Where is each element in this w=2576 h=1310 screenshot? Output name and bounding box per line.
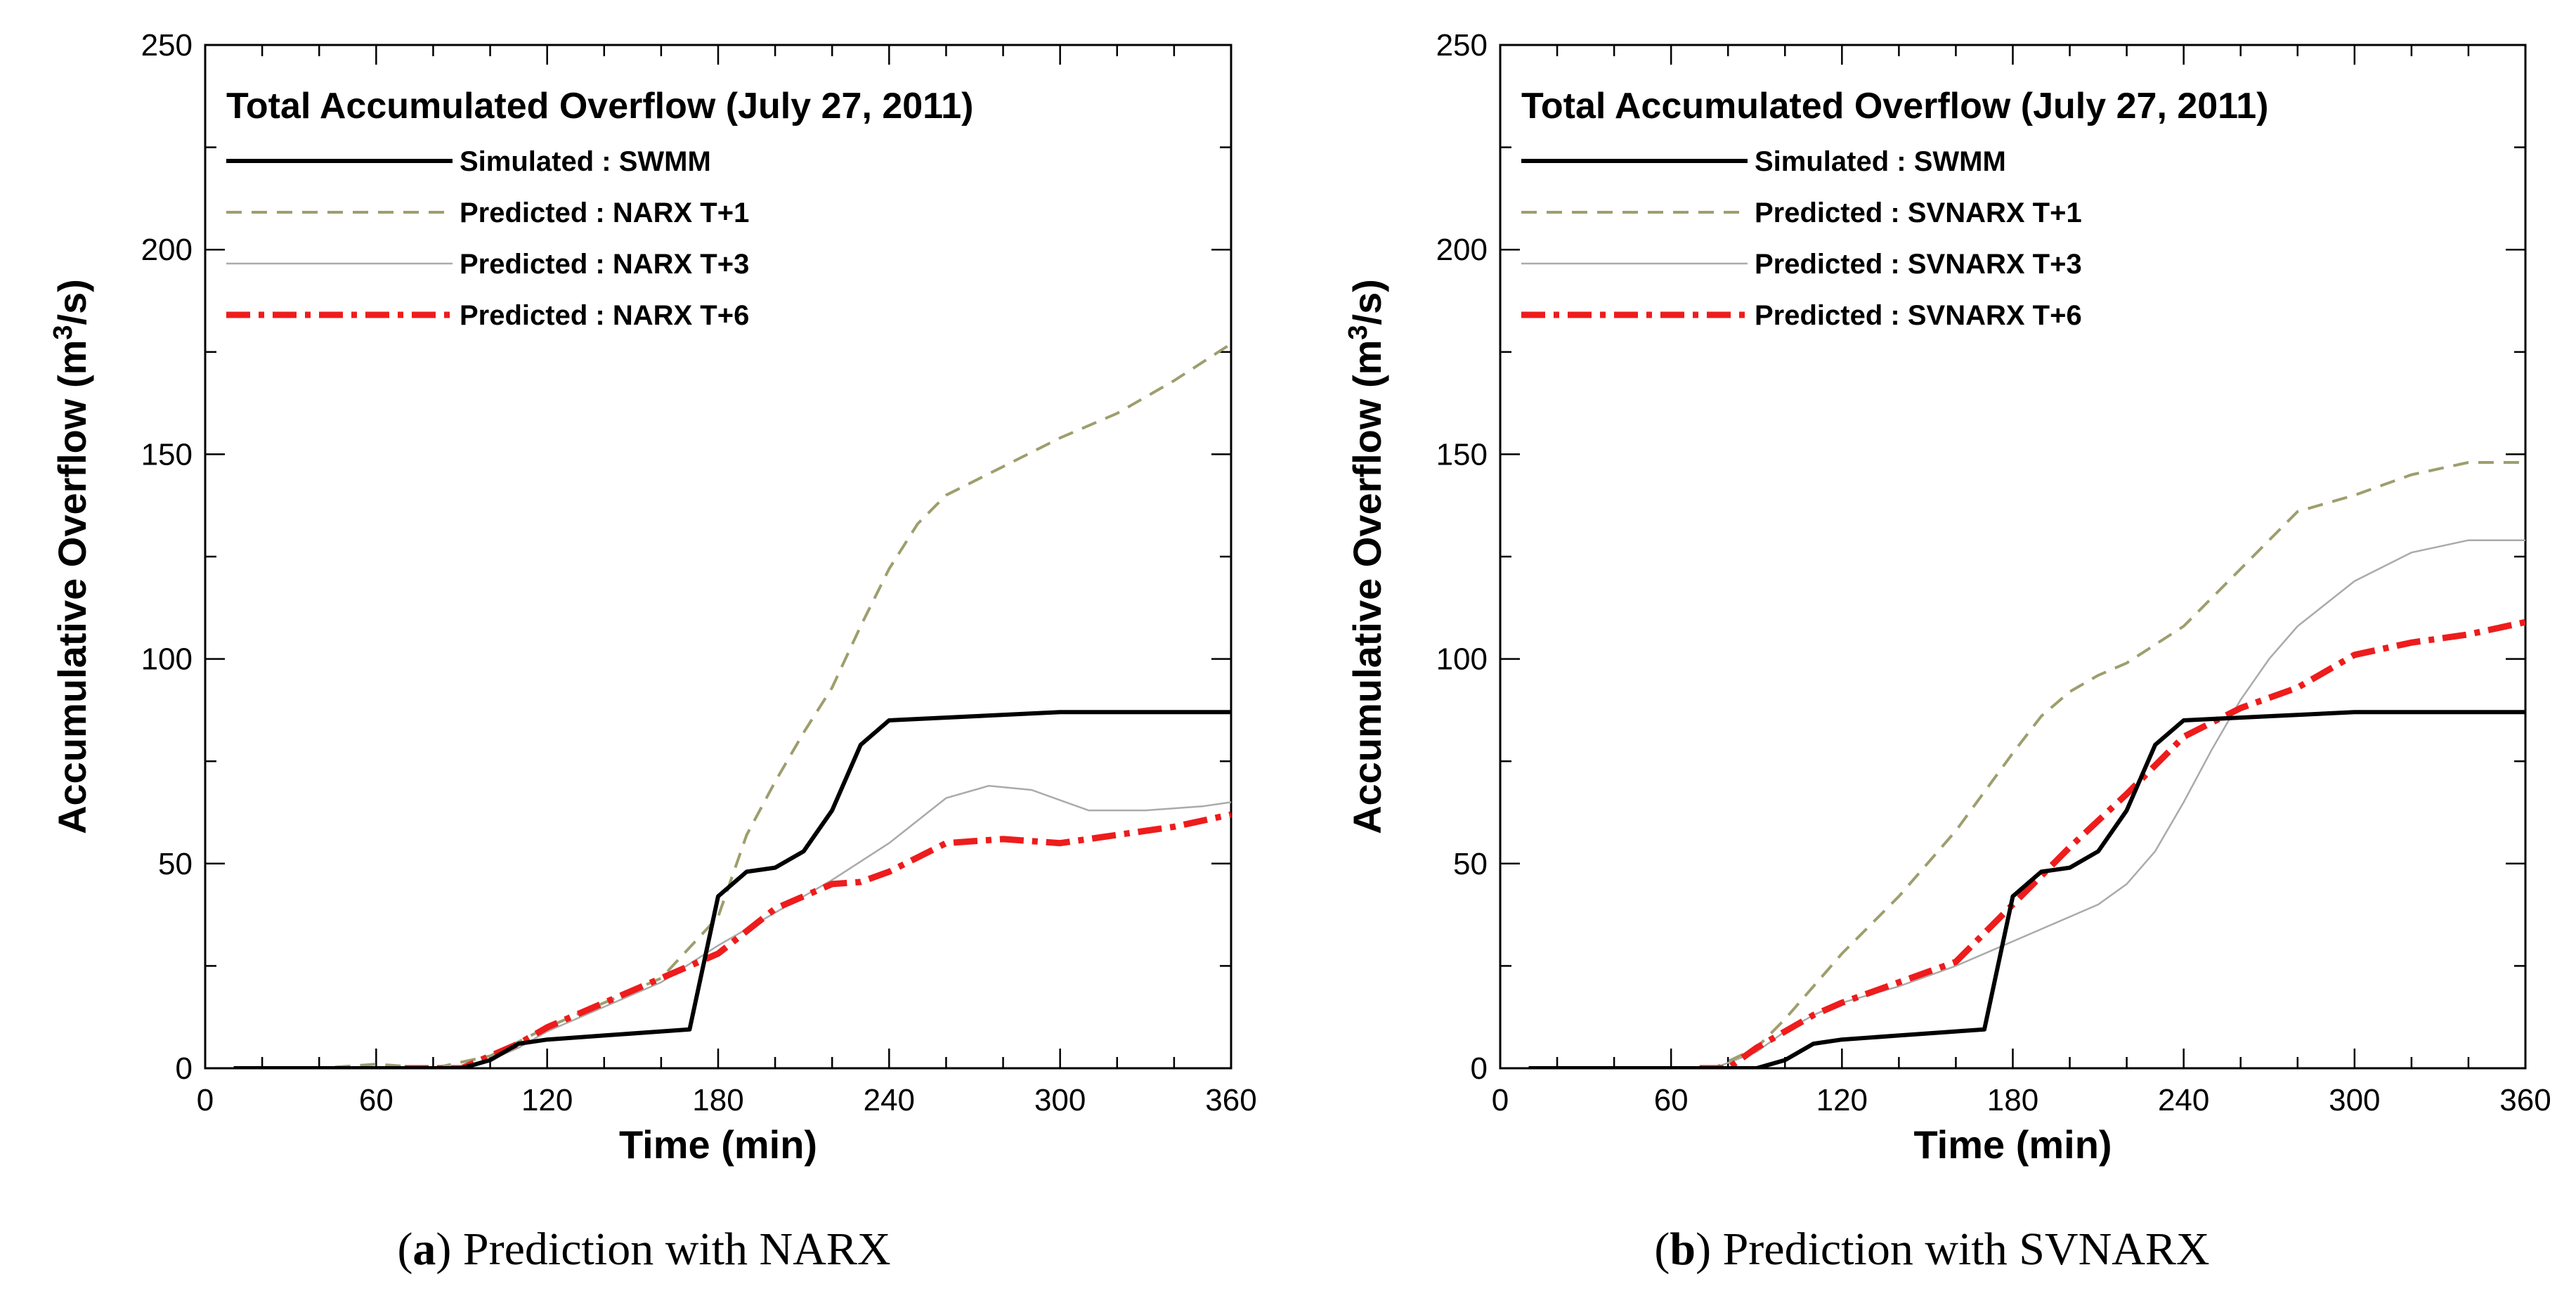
y-tick-label: 250: [1436, 28, 1488, 63]
y-tick-label: 50: [1453, 847, 1488, 881]
legend-label-3: Predicted : SVNARX T+6: [1755, 300, 2082, 331]
x-tick-label: 120: [1816, 1083, 1868, 1117]
chart-title: Total Accumulated Overflow (July 27, 201…: [226, 86, 973, 127]
y-tick-label: 150: [141, 437, 193, 472]
x-tick-label: 180: [1987, 1083, 2038, 1117]
series-group: [233, 342, 1231, 1068]
legend-label-2: Predicted : SVNARX T+3: [1755, 249, 2082, 280]
x-tick-label: 60: [1654, 1083, 1689, 1117]
y-tick-label: 0: [176, 1051, 193, 1086]
series-line-3: [1699, 618, 2525, 1068]
x-tick-label: 120: [521, 1083, 573, 1117]
legend-label-1: Predicted : NARX T+1: [460, 197, 749, 228]
series-line-2: [1528, 539, 2525, 1068]
y-axis-title: Accumulative Overflow (m3/s): [48, 279, 94, 834]
caption-a-text: Prediction with NARX: [462, 1224, 891, 1275]
x-tick-label: 360: [1205, 1083, 1256, 1117]
caption-b: (b) Prediction with SVNARX: [1654, 1224, 2210, 1275]
caption-a: (a) Prediction with NARX: [397, 1224, 891, 1275]
legend-label-3: Predicted : NARX T+6: [460, 300, 749, 331]
y-tick-label: 250: [141, 28, 193, 63]
series-line-0: [1528, 710, 2525, 1068]
y-tick-label: 100: [1436, 642, 1488, 677]
y-tick-label: 100: [141, 642, 193, 677]
chart-panel-b: 0 60 120 180 240 300 360 0 50 100 150 200 250 Time (m…: [1344, 28, 2551, 1167]
y-axis-title: Accumulative Overflow (m3/s): [1344, 279, 1389, 834]
legend-label-0: Simulated : SWMM: [1755, 146, 2006, 177]
caption-a-letter: a: [412, 1224, 436, 1275]
x-axis-title: Time (min): [619, 1122, 817, 1167]
legend-label-2: Predicted : NARX T+3: [460, 249, 749, 280]
caption-b-letter: b: [1670, 1224, 1696, 1275]
x-tick-label: 60: [359, 1083, 393, 1117]
series-line-3: [404, 811, 1231, 1068]
chart-panel-a: 0 60 120 180 240 300 360 0 50 100 150 200 250 Time (m…: [48, 28, 1257, 1167]
legend-label-0: Simulated : SWMM: [460, 146, 711, 177]
y-tick-label: 200: [141, 233, 193, 267]
y-tick-label: 150: [1436, 437, 1488, 472]
x-tick-label: 300: [1034, 1083, 1086, 1117]
x-tick-label: 0: [197, 1083, 214, 1117]
y-tick-label: 50: [158, 847, 193, 881]
series-line-2: [233, 784, 1231, 1068]
x-axis-title: Time (min): [1913, 1122, 2112, 1167]
series-group: [1528, 461, 2525, 1068]
series-line-1: [233, 342, 1231, 1068]
y-tick-label: 0: [1471, 1051, 1488, 1086]
x-tick-label: 240: [2158, 1083, 2209, 1117]
x-tick-label: 0: [1492, 1083, 1509, 1117]
series-line-0: [233, 710, 1231, 1068]
caption-b-text: Prediction with SVNARX: [1722, 1224, 2210, 1275]
x-tick-label: 180: [692, 1083, 743, 1117]
x-tick-label: 300: [2329, 1083, 2380, 1117]
x-tick-label: 360: [2499, 1083, 2551, 1117]
chart-title: Total Accumulated Overflow (July 27, 201…: [1521, 86, 2268, 127]
legend-label-1: Predicted : SVNARX T+1: [1755, 197, 2082, 228]
y-tick-label: 200: [1436, 233, 1488, 267]
series-line-1: [1528, 461, 2525, 1068]
x-tick-label: 240: [864, 1083, 915, 1117]
